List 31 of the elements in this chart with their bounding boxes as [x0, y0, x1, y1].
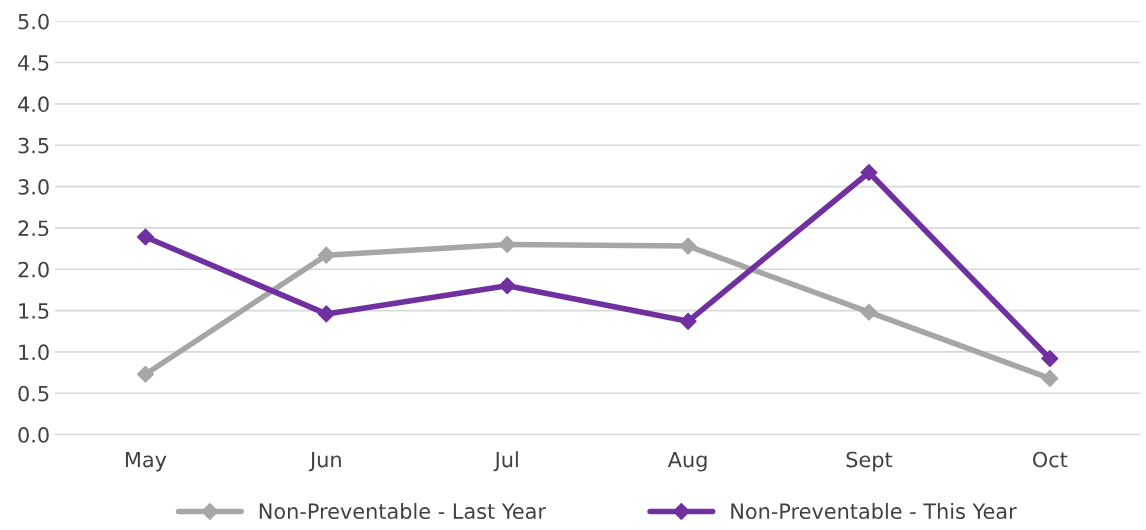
y-tick-label: 1.0 [19, 344, 49, 361]
y-tick-label: 0.5 [18, 385, 49, 402]
y-tick-label: 0.0 [18, 427, 49, 443]
legend-label: Non-Preventable - This Year [731, 502, 1017, 520]
x-tick-label: Sept [846, 451, 893, 472]
point [498, 235, 516, 253]
point [860, 163, 878, 182]
y-tick-label: 4.5 [18, 55, 49, 71]
x-tick-label: May [125, 451, 167, 472]
x-tick-label: Oct [1032, 451, 1068, 468]
x-tick-label: Jul [493, 451, 518, 472]
point [317, 246, 335, 264]
x-tick-label: Aug [667, 451, 707, 472]
point [1041, 369, 1059, 387]
point [1041, 349, 1059, 368]
y-tick-label: 1.5 [19, 303, 49, 319]
y-tick-label: 2.5 [18, 220, 49, 237]
point [136, 228, 154, 246]
y-tick-label: 3.5 [18, 137, 49, 154]
point [498, 277, 516, 295]
x-tick-label: Jun [308, 451, 341, 472]
y-tick-label: 2.0 [18, 261, 49, 278]
y-tick-label: 3.0 [18, 179, 49, 195]
point [679, 312, 697, 330]
point [679, 237, 697, 255]
point [317, 305, 335, 323]
point [860, 303, 878, 321]
y-tick-label: 5.0 [18, 13, 49, 30]
point [136, 365, 154, 383]
y-tick-label: 4.0 [18, 96, 49, 113]
legend-label: Non-Preventable - Last Year [259, 502, 546, 520]
